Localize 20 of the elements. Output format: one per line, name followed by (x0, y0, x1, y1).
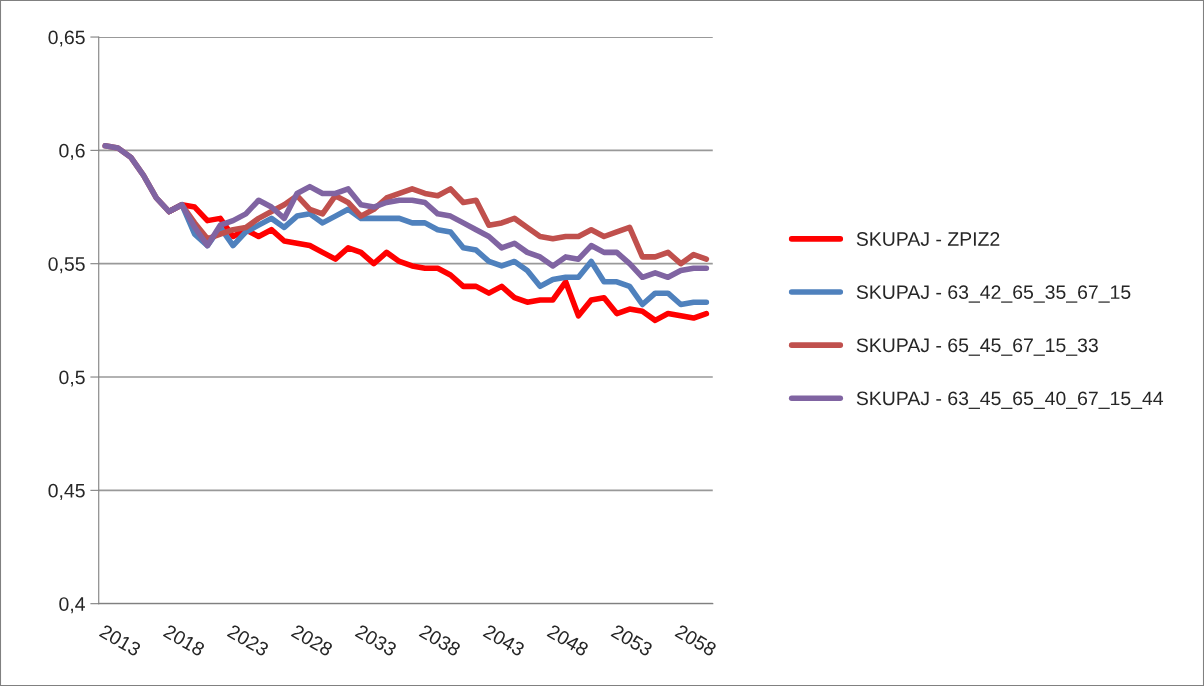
y-tick-label: 0,6 (59, 143, 85, 160)
x-tick-label: 2043 (482, 624, 526, 657)
x-tick-label: 2013 (98, 624, 142, 657)
legend-label: SKUPAJ - ZPIZ2 (856, 232, 1000, 246)
y-tick-label: 0,5 (59, 370, 85, 387)
legend-label: SKUPAJ - 63_45_65_40_67_15_44 (856, 391, 1164, 409)
y-tick-label: 0,65 (48, 30, 85, 47)
x-tick-label: 2058 (674, 624, 718, 657)
x-tick-label: 2053 (610, 624, 654, 657)
x-tick-label: 2048 (546, 624, 590, 657)
x-tick-label: 2018 (162, 624, 206, 657)
legend-label: SKUPAJ - 63_42_65_35_67_15 (856, 285, 1131, 303)
y-tick-label: 0,4 (59, 597, 85, 614)
x-tick-label: 2023 (226, 624, 270, 657)
x-tick-label: 2028 (290, 624, 334, 657)
x-tick-label: 2038 (418, 624, 462, 657)
y-tick-label: 0,45 (48, 483, 85, 500)
x-tick-label: 2033 (354, 624, 398, 657)
y-tick-label: 0,55 (48, 257, 85, 274)
legend-label: SKUPAJ - 65_45_67_15_33 (856, 338, 1098, 356)
